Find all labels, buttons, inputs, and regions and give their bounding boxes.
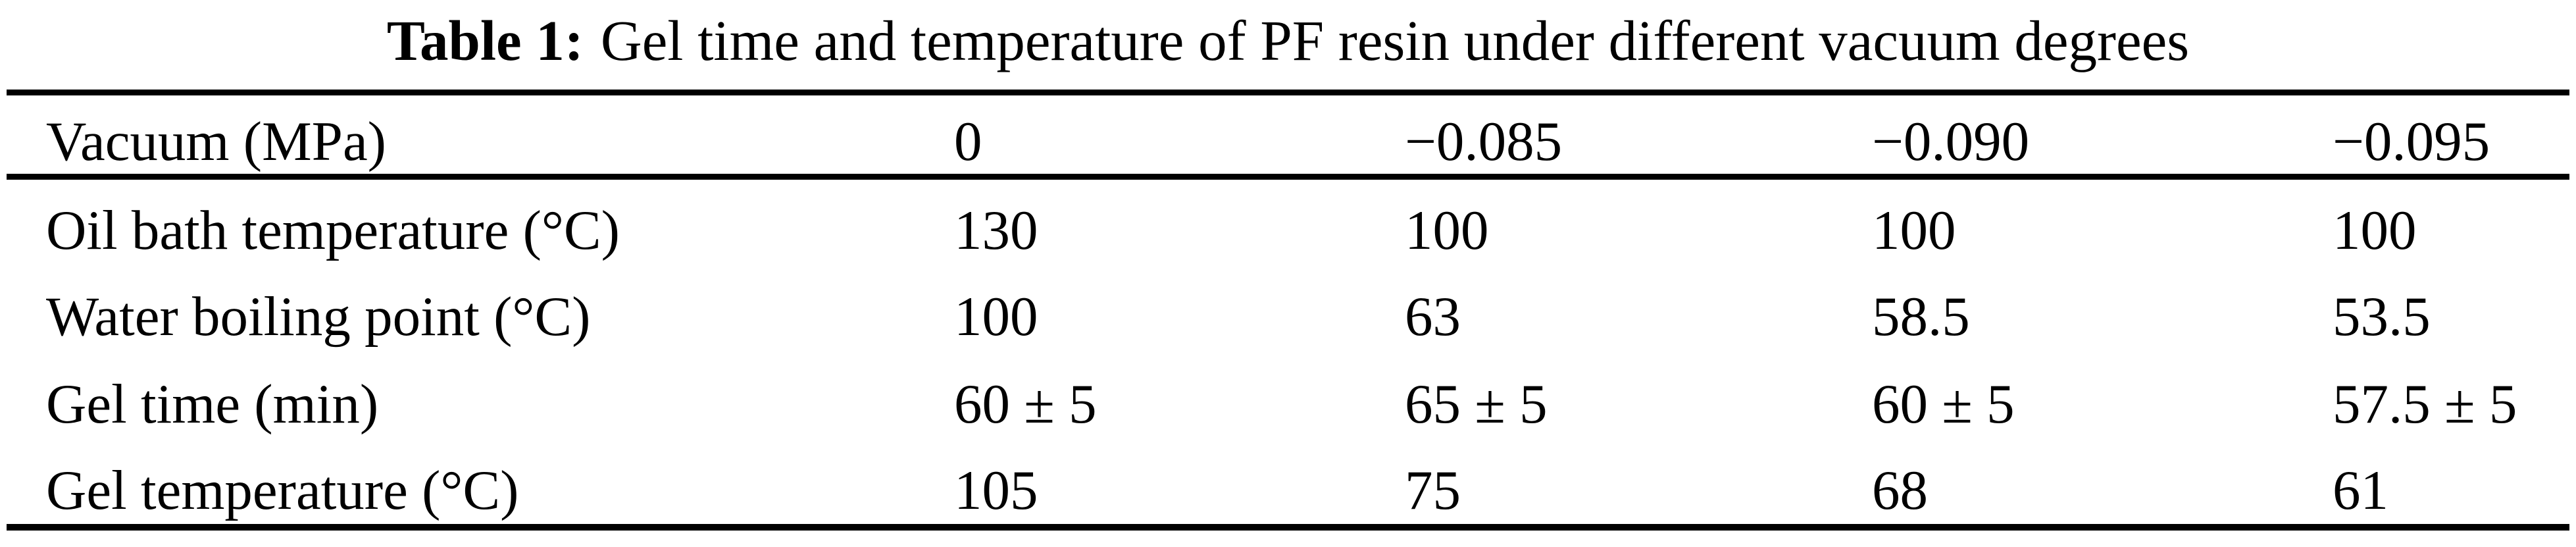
cell-value: 61 [2333, 459, 2388, 521]
cell-value: 58.5 [1872, 286, 1970, 348]
table-caption-label: Table 1: [386, 9, 584, 72]
cell-value: 68 [1872, 459, 1928, 521]
cell-value: 65 ± 5 [1405, 373, 1548, 435]
header-value-col1: 0 [954, 110, 982, 172]
cell-value: 60 ± 5 [1872, 373, 2015, 435]
cell-value: 60 ± 5 [954, 373, 1097, 435]
table-caption-text: Gel time and temperature of PF resin und… [600, 9, 2190, 72]
cell-value: 75 [1405, 459, 1461, 521]
cell-value: 57.5 ± 5 [2333, 373, 2517, 435]
cell-value: 100 [1872, 199, 1956, 262]
table-header-row: Vacuum (MPa) 0 −0.085 −0.090 −0.095 [7, 93, 2569, 177]
table-row-water-boiling-point: Water boiling point (°C) 100 63 58.5 53.… [7, 265, 2569, 352]
table-row-oil-bath-temperature: Oil bath temperature (°C) 130 100 100 10… [7, 177, 2569, 265]
table-row-gel-temperature: Gel temperature (°C) 105 75 68 61 [7, 440, 2569, 527]
header-value-col4: −0.095 [2333, 110, 2490, 172]
header-value-col2: −0.085 [1405, 110, 1563, 172]
header-value-col3: −0.090 [1872, 110, 2030, 172]
cell-value: 63 [1405, 286, 1461, 348]
cell-value: 130 [954, 199, 1038, 262]
cell-value: 100 [954, 286, 1038, 348]
row-label: Gel temperature (°C) [46, 459, 519, 521]
data-table: Vacuum (MPa) 0 −0.085 −0.090 −0.095 Oil … [7, 90, 2569, 531]
row-label: Gel time (min) [46, 373, 379, 435]
cell-value: 53.5 [2333, 286, 2431, 348]
cell-value: 100 [2333, 199, 2417, 262]
row-label: Oil bath temperature (°C) [46, 199, 620, 262]
table-row-gel-time: Gel time (min) 60 ± 5 65 ± 5 60 ± 5 57.5… [7, 352, 2569, 440]
table-caption: Table 1: Gel time and temperature of PF r… [0, 0, 2576, 82]
header-row-label: Vacuum (MPa) [46, 110, 386, 172]
row-label: Water boiling point (°C) [46, 286, 591, 348]
cell-value: 105 [954, 459, 1038, 521]
cell-value: 100 [1405, 199, 1489, 262]
